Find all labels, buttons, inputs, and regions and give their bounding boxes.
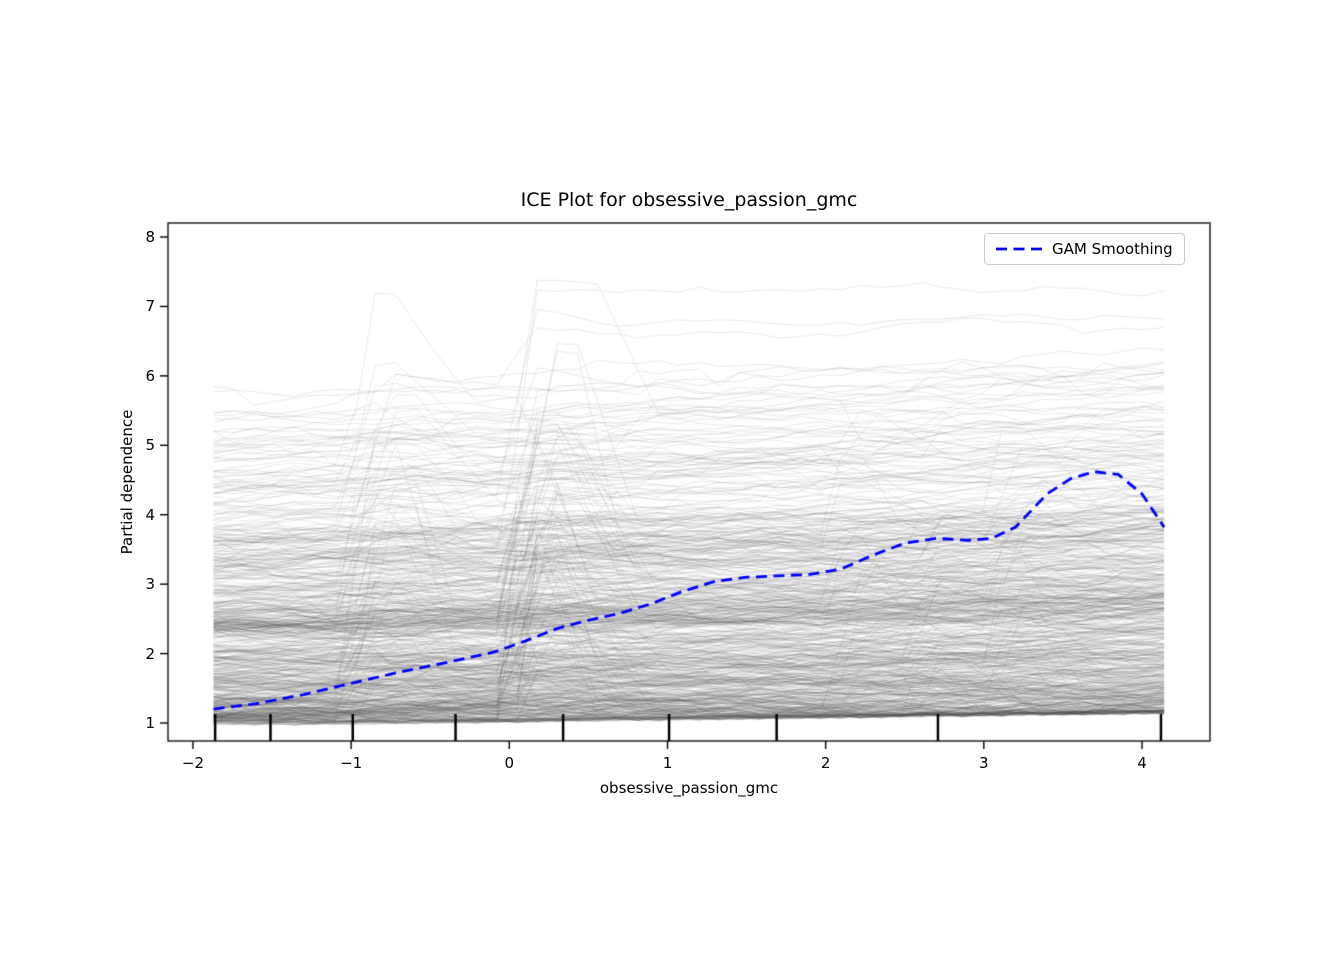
- y-tick-label: 1: [145, 714, 155, 733]
- legend: GAM Smoothing: [984, 233, 1185, 265]
- x-tick-label: −2: [181, 754, 205, 772]
- x-axis-label: obsessive_passion_gmc: [599, 779, 779, 797]
- y-tick-label: 7: [145, 297, 155, 316]
- legend-dashed-line-icon: [996, 247, 1042, 251]
- y-tick-label: 8: [145, 228, 155, 247]
- y-tick-label: 4: [145, 505, 155, 524]
- y-axis-label: Partial dependence: [118, 409, 136, 555]
- x-tick-label: 3: [979, 754, 989, 772]
- y-tick-label: 5: [145, 436, 155, 455]
- x-tick-label: −1: [340, 754, 363, 772]
- chart-title: ICE Plot for obsessive_passion_gmc: [520, 189, 858, 211]
- x-tick-label: 2: [820, 754, 831, 772]
- y-tick-label: 3: [145, 575, 155, 594]
- x-tick-label: 0: [504, 754, 515, 772]
- legend-label: GAM Smoothing: [1052, 240, 1173, 258]
- x-tick-label: 1: [662, 754, 673, 772]
- x-tick-label: 4: [1137, 754, 1147, 772]
- y-tick-label: 6: [145, 366, 155, 385]
- y-tick-label: 2: [145, 644, 155, 663]
